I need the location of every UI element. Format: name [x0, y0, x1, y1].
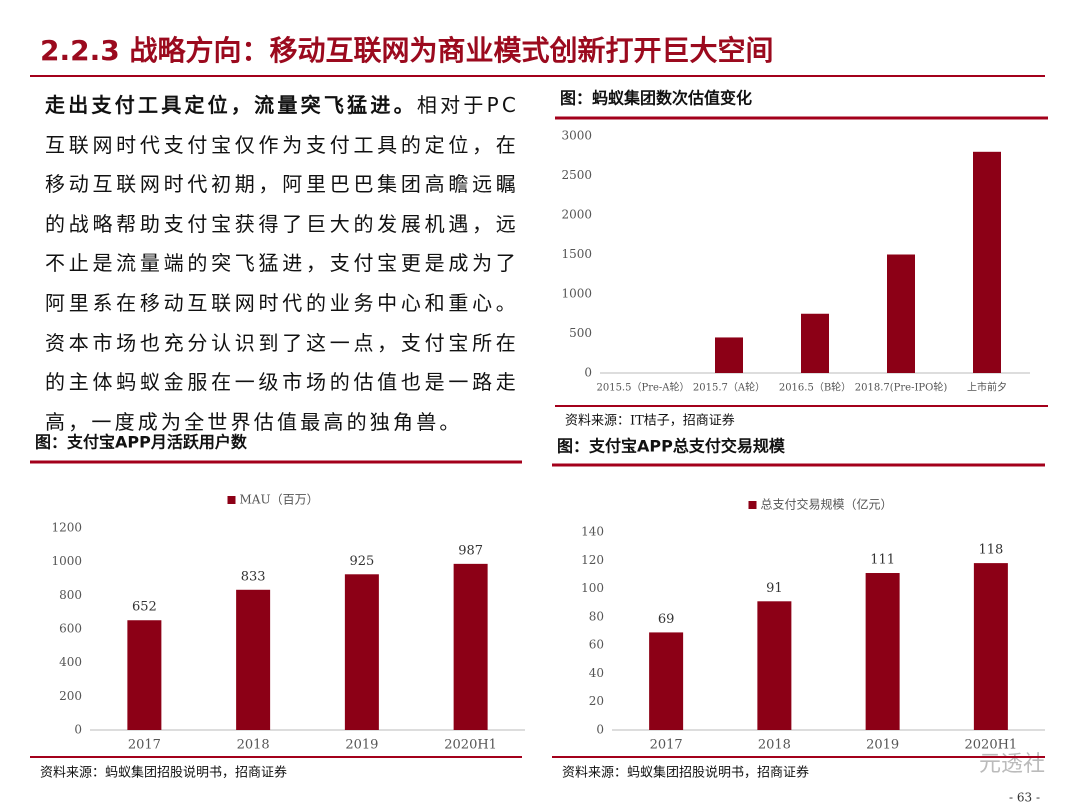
y-tick-label: 140: [581, 525, 604, 539]
y-tick-label: 1500: [561, 247, 592, 261]
x-tick-label: 2016.5（B轮）: [779, 381, 851, 394]
y-tick-label: 60: [589, 638, 604, 652]
body-text: 相对于PC互联网时代支付宝仅作为支付工具的定位，在移动互联网时代初期，阿里巴巴集…: [45, 93, 520, 434]
chart-title: 图：蚂蚁集团数次估值变化: [560, 89, 752, 108]
bar: [865, 573, 900, 730]
data-label: 833: [241, 569, 266, 584]
data-label: 118: [978, 543, 1003, 558]
data-label: 925: [349, 554, 374, 569]
y-tick-label: 2500: [561, 168, 592, 182]
y-tick-label: 2000: [561, 208, 592, 222]
bar: [344, 574, 379, 730]
y-tick-label: 200: [59, 689, 82, 703]
x-tick-label: 2017: [650, 738, 683, 753]
data-label: 69: [658, 612, 675, 627]
y-tick-label: 0: [596, 723, 604, 737]
y-tick-label: 3000: [561, 129, 592, 143]
y-tick-label: 20: [589, 694, 604, 708]
x-tick-label: 上市前夕: [967, 381, 1007, 394]
page-number: - 63 -: [1009, 791, 1040, 805]
y-tick-label: 400: [59, 655, 82, 669]
x-tick-label: 2018.7(Pre-IPO轮): [855, 381, 948, 394]
y-tick-label: 80: [589, 609, 604, 623]
bar: [236, 589, 271, 730]
data-label: 652: [132, 600, 157, 615]
y-tick-label: 800: [59, 588, 82, 602]
chart-title: 图：支付宝APP月活跃用户数: [35, 433, 248, 452]
chart-title: 图：支付宝APP总支付交易规模: [557, 437, 786, 456]
bar: [973, 563, 1008, 730]
x-tick-label: 2018: [758, 738, 791, 753]
lead: 走出支付工具定位，流量突飞猛进。: [45, 93, 417, 117]
bar: [887, 254, 915, 373]
y-tick-label: 1200: [51, 521, 82, 535]
x-tick-label: 2019: [866, 738, 899, 753]
y-tick-label: 1000: [561, 287, 592, 301]
x-tick-label: 2020H1: [444, 738, 497, 753]
y-tick-label: 120: [581, 553, 604, 567]
chart-source: 资料来源：蚂蚁集团招股说明书，招商证券: [562, 765, 809, 781]
legend-swatch: [748, 501, 757, 509]
body-paragraph: 走出支付工具定位，流量突飞猛进。相对于PC互联网时代支付宝仅作为支付工具的定位，…: [45, 86, 519, 442]
legend-label: MAU（百万）: [240, 493, 319, 507]
x-tick-label: 2015.7（A轮）: [693, 381, 765, 394]
chart-source: 资料来源：IT桔子，招商证券: [565, 413, 735, 429]
bar: [649, 632, 684, 730]
bar: [757, 601, 792, 730]
x-tick-label: 2019: [345, 738, 378, 753]
y-tick-label: 500: [569, 326, 592, 340]
data-label: 111: [870, 553, 895, 568]
bar: [127, 620, 162, 730]
x-tick-label: 2018: [237, 738, 270, 753]
page-title: 2.2.3 战略方向：移动互联网为商业模式创新打开巨大空间: [40, 34, 773, 67]
bar: [801, 313, 829, 373]
x-tick-label: 2017: [128, 738, 161, 753]
chart-source: 资料来源：蚂蚁集团招股说明书，招商证券: [40, 765, 287, 781]
y-tick-label: 0: [584, 366, 592, 380]
bar: [973, 151, 1001, 373]
x-tick-label: 2015.5（Pre-A轮）: [596, 381, 689, 394]
y-tick-label: 100: [581, 581, 604, 595]
watermark: 元透社: [979, 752, 1045, 777]
y-tick-label: 1000: [51, 554, 82, 568]
data-label: 987: [458, 543, 483, 558]
legend-label: 总支付交易规模（亿元）: [761, 497, 893, 512]
y-tick-label: 0: [74, 723, 82, 737]
data-label: 91: [766, 581, 783, 596]
legend-swatch: [227, 496, 236, 504]
bar: [715, 337, 743, 373]
bar: [453, 563, 488, 730]
y-tick-label: 600: [59, 622, 82, 636]
x-tick-label: 2020H1: [965, 738, 1018, 753]
y-tick-label: 40: [589, 666, 604, 680]
